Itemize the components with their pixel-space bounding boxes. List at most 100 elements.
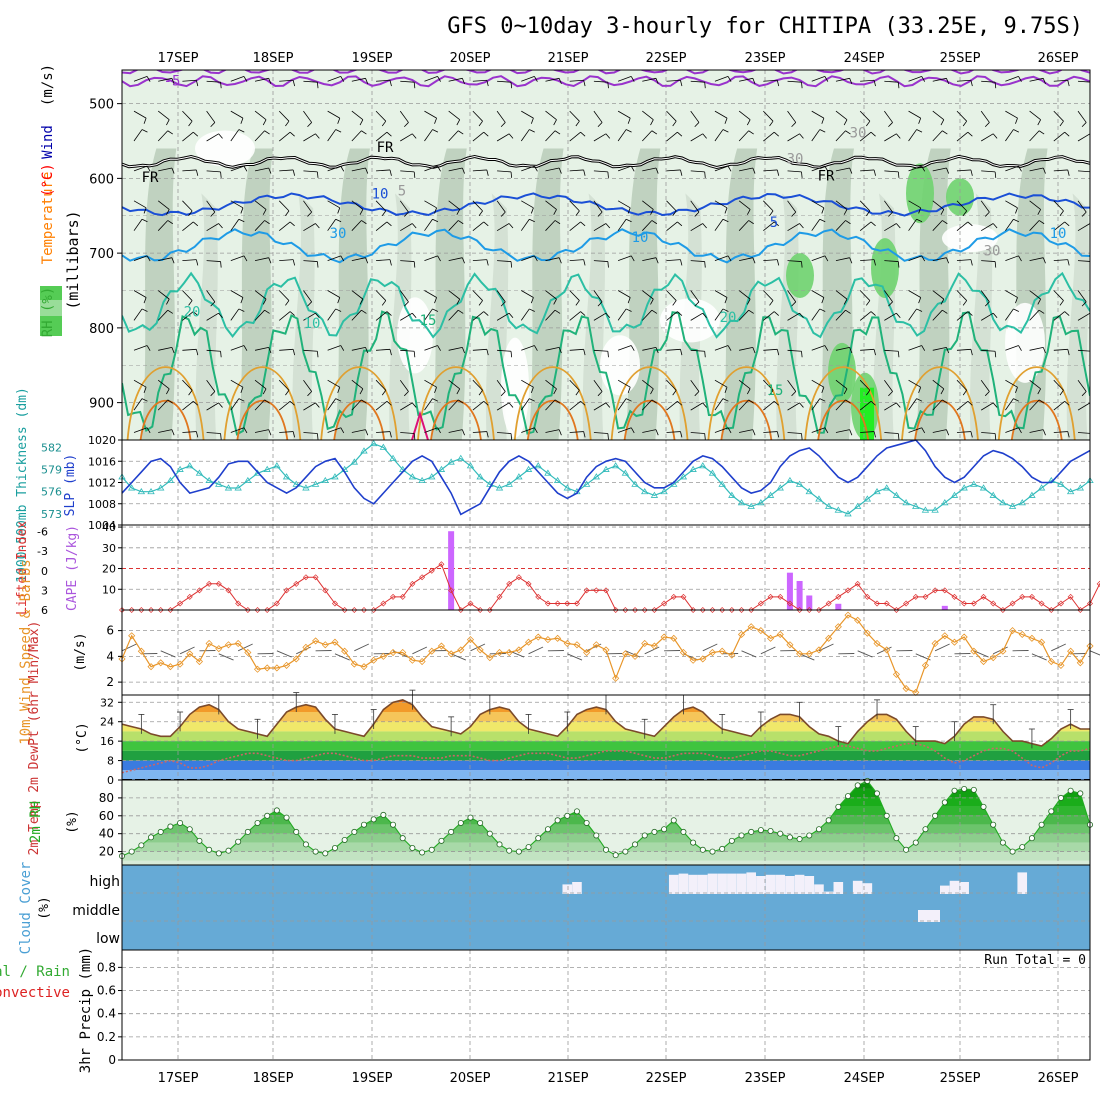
thickness-tick: 576 (41, 486, 62, 499)
cloud-high-bar (794, 874, 805, 894)
thickness-marker (941, 499, 949, 506)
wind-barb (375, 379, 387, 391)
wind-barb (534, 255, 538, 262)
wind-barb (1015, 387, 1018, 393)
wind-barb (1042, 429, 1046, 436)
wind-barb (1005, 308, 1014, 321)
wind-barb (292, 349, 296, 356)
wind-barb (1042, 78, 1046, 85)
date-label-top: 17SEP (158, 51, 199, 66)
wind-barb (1042, 167, 1046, 174)
li-marker (515, 574, 522, 581)
wind-barb (315, 223, 320, 229)
wind-barb (157, 130, 169, 142)
wind-barb (896, 133, 901, 139)
wind-barb (690, 290, 700, 303)
wind-speed-marker (679, 648, 688, 657)
wind-barb-10m (1051, 643, 1066, 652)
wind-barb (1005, 255, 1019, 261)
wind-barb (1037, 388, 1041, 395)
wind-barb (597, 301, 603, 307)
wind-barb (264, 220, 270, 225)
wind-barb (262, 119, 267, 126)
wind-barb (722, 218, 729, 223)
thickness-marker (505, 480, 513, 487)
wind-barb (597, 391, 603, 397)
wind-barb (289, 221, 295, 227)
wind-barb (1038, 130, 1045, 135)
thickness-marker (679, 473, 688, 480)
wind-speed-marker (166, 663, 174, 671)
wind-barb (1067, 259, 1070, 266)
thickness-marker (892, 491, 901, 498)
wind-barb (666, 131, 678, 142)
thickness-marker (157, 484, 165, 491)
wind-barb (141, 218, 148, 223)
wind-speed-marker (737, 630, 746, 639)
wind-barb (888, 301, 893, 307)
wind-barb (811, 129, 821, 142)
wind-barb (666, 400, 678, 411)
li-marker (767, 593, 774, 600)
wind-barb (424, 255, 438, 261)
wind-barb (404, 122, 409, 128)
wind-barb (133, 379, 147, 388)
thickness-marker (737, 499, 746, 506)
contour-label: 30 (330, 226, 347, 242)
wind-speed-marker (1038, 638, 1046, 646)
wind-speed-marker (457, 646, 465, 654)
date-label-top: 19SEP (352, 51, 393, 66)
wind-barb (530, 207, 534, 214)
wind-barb (1077, 312, 1090, 321)
wind-barb (143, 117, 147, 124)
wind-speed-marker (399, 648, 407, 657)
wind-barb (497, 349, 512, 352)
wind-barb (238, 308, 245, 312)
wind-barb (845, 220, 851, 225)
wind-barb (327, 219, 336, 231)
thickness-marker (592, 473, 601, 480)
thickness-marker (369, 439, 378, 447)
wind-barb (835, 309, 846, 321)
cape-tick-label: 40 (102, 521, 116, 534)
wind-barb (1059, 120, 1064, 127)
wind-barb (859, 400, 872, 411)
rh-marker (515, 848, 522, 855)
wind-barb (1005, 129, 1014, 142)
wind-barb (980, 402, 994, 411)
wind-barb (921, 255, 926, 262)
wind-barb (956, 400, 969, 411)
li-marker (148, 607, 155, 613)
li-marker (380, 600, 387, 607)
wind-barb (404, 301, 409, 307)
wind-speed-marker (408, 656, 416, 664)
wind-barb (870, 400, 876, 406)
rh-column (582, 193, 606, 440)
wind-barb (500, 122, 506, 128)
thickness-marker (428, 473, 436, 480)
thickness-marker (205, 476, 213, 484)
wind-barb (133, 200, 147, 209)
wind-barb (448, 429, 463, 433)
rh-marker (670, 817, 677, 824)
wind-speed-marker (273, 664, 281, 672)
wind-barb (866, 120, 871, 127)
wind-barb (575, 210, 580, 216)
wind-barb (496, 200, 506, 213)
wind-tick-label: 2 (106, 675, 114, 689)
wind-barb (167, 130, 173, 135)
wind-barb (967, 400, 973, 406)
rh-marker (477, 819, 484, 826)
wind-barb (399, 200, 409, 213)
wind-barb (845, 130, 851, 135)
precip-frame (121, 949, 1091, 1061)
wind-barb (617, 76, 632, 82)
wind-barb (843, 119, 848, 126)
wind-speed-marker (534, 633, 542, 641)
wind-barb (375, 311, 388, 321)
wind-barb (182, 131, 194, 142)
wind-barb (230, 345, 245, 351)
rh-marker (1038, 821, 1045, 828)
wind-barb (478, 210, 483, 216)
